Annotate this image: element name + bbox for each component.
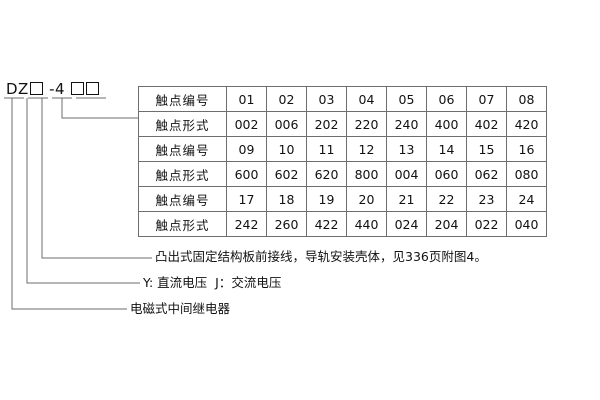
leader-to-structure (41, 98, 152, 259)
model-code-prefix: DZ (6, 80, 29, 98)
table-cell: 23 (466, 186, 507, 212)
table-row: 触点编号 01 02 03 04 05 06 07 08 (138, 86, 547, 112)
row-label: 触点编号 (138, 136, 227, 162)
row-label: 触点编号 (138, 186, 227, 212)
table-cell: 440 (346, 211, 387, 237)
table-cell: 024 (386, 211, 427, 237)
table-cell: 204 (426, 211, 467, 237)
model-code-box-1 (29, 82, 43, 95)
table-cell: 022 (466, 211, 507, 237)
table-cell: 06 (426, 86, 467, 112)
annotation-structure: 凸出式固定结构板前接线，导轨安装壳体，见336页附图4。 (155, 249, 487, 264)
table-cell: 420 (506, 111, 547, 137)
model-code-box-3 (86, 82, 100, 95)
table-cell: 17 (226, 186, 267, 212)
annotation-voltage: Y: 直流电压 J：交流电压 (143, 275, 282, 290)
table-cell: 040 (506, 211, 547, 237)
table-cell: 400 (426, 111, 467, 137)
table-cell: 01 (226, 86, 267, 112)
table-cell: 006 (266, 111, 307, 137)
table-cell: 09 (226, 136, 267, 162)
table-cell: 800 (346, 161, 387, 187)
table-cell: 060 (426, 161, 467, 187)
table-cell: 242 (226, 211, 267, 237)
table-cell: 002 (226, 111, 267, 137)
table-cell: 062 (466, 161, 507, 187)
annotation-relay-type: 电磁式中间继电器 (130, 301, 231, 316)
row-label: 触点编号 (138, 86, 227, 112)
table-cell: 13 (386, 136, 427, 162)
table-cell: 12 (346, 136, 387, 162)
table-cell: 004 (386, 161, 427, 187)
row-label: 触点形式 (138, 211, 227, 237)
table-cell: 19 (306, 186, 347, 212)
leader-to-table (61, 98, 138, 119)
table-cell: 16 (506, 136, 547, 162)
table-cell: 402 (466, 111, 507, 137)
leader-to-relay-type (11, 98, 127, 310)
table-cell: 08 (506, 86, 547, 112)
model-code-box-2 (71, 82, 85, 95)
table-row: 触点编号 17 18 19 20 21 22 23 24 (138, 186, 547, 212)
table-cell: 602 (266, 161, 307, 187)
table-cell: 14 (426, 136, 467, 162)
annotation-voltage-ac: J：交流电压 (215, 275, 282, 290)
table-cell: 02 (266, 86, 307, 112)
annotation-voltage-dc: Y: 直流电压 (143, 275, 208, 290)
row-label: 触点形式 (138, 161, 227, 187)
table-cell: 03 (306, 86, 347, 112)
table-row: 触点编号 09 10 11 12 13 14 15 16 (138, 136, 547, 162)
table-cell: 21 (386, 186, 427, 212)
contact-table-body: 触点编号 01 02 03 04 05 06 07 08 触点形式 002 00… (138, 86, 547, 237)
table-cell: 18 (266, 186, 307, 212)
table-cell: 600 (226, 161, 267, 187)
table-row: 触点形式 600 602 620 800 004 060 062 080 (138, 161, 547, 187)
leader-to-voltage (26, 98, 140, 284)
table-cell: 10 (266, 136, 307, 162)
table-cell: 07 (466, 86, 507, 112)
table-cell: 620 (306, 161, 347, 187)
model-code-middle: -4 (49, 80, 66, 98)
table-cell: 080 (506, 161, 547, 187)
table-cell: 24 (506, 186, 547, 212)
table-cell: 240 (386, 111, 427, 137)
table-row: 触点形式 002 006 202 220 240 400 402 420 (138, 111, 547, 137)
table-cell: 422 (306, 211, 347, 237)
table-row: 触点形式 242 260 422 440 024 204 022 040 (138, 211, 547, 237)
contact-table: 触点编号 01 02 03 04 05 06 07 08 触点形式 002 00… (138, 86, 547, 237)
table-cell: 15 (466, 136, 507, 162)
table-cell: 11 (306, 136, 347, 162)
table-cell: 260 (266, 211, 307, 237)
table-cell: 202 (306, 111, 347, 137)
table-cell: 22 (426, 186, 467, 212)
table-cell: 220 (346, 111, 387, 137)
table-cell: 04 (346, 86, 387, 112)
table-cell: 05 (386, 86, 427, 112)
table-cell: 20 (346, 186, 387, 212)
row-label: 触点形式 (138, 111, 227, 137)
model-code: DZ -4 (6, 80, 100, 98)
